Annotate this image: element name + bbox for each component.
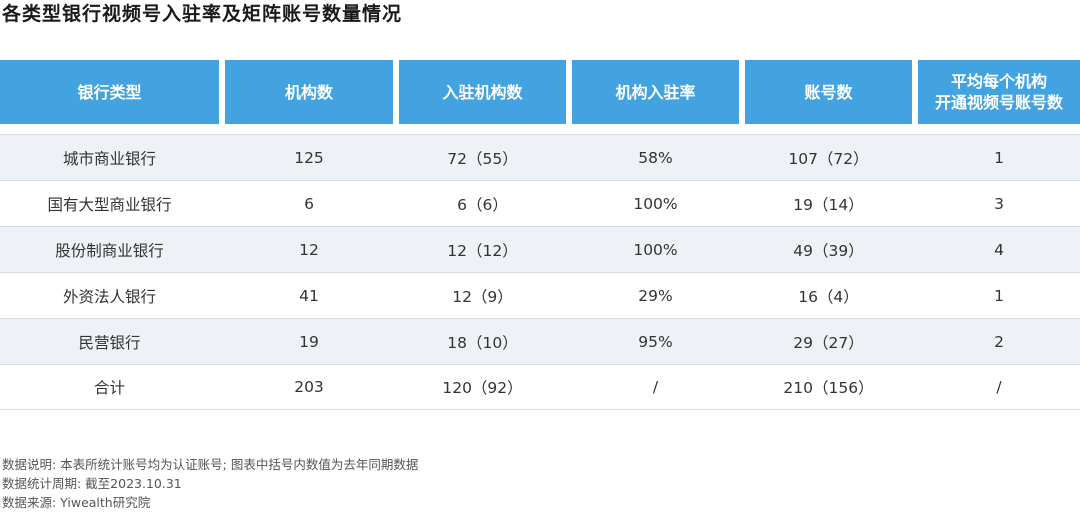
- cell-avg-accounts: /: [996, 378, 1002, 396]
- cell-account-count: 19（14）: [793, 195, 864, 214]
- table-total-row: 合计 203 120（92） / 210（156） /: [0, 364, 1080, 410]
- cell-join-rate: 58%: [638, 148, 673, 167]
- table-row: 外资法人银行 41 12（9） 29% 16（4） 1: [0, 272, 1080, 318]
- cell-avg-accounts: 1: [994, 148, 1004, 167]
- cell-bank-type: 民营银行: [78, 333, 141, 352]
- cell-join-rate: 95%: [638, 332, 673, 351]
- table-row: 股份制商业银行 12 12（12） 100% 49（39） 4: [0, 226, 1080, 272]
- cell-account-count: 29（27）: [793, 333, 864, 352]
- cell-join-rate: 100%: [633, 194, 678, 213]
- cell-account-count: 107（72）: [788, 149, 869, 168]
- cell-avg-accounts: 4: [994, 240, 1004, 259]
- cell-institution-count: 203: [294, 378, 324, 396]
- footnotes: 数据说明: 本表所统计账号均为认证账号; 图表中括号内数值为去年同期数据 数据统…: [2, 455, 418, 512]
- cell-joined-count: 12（12）: [447, 241, 518, 260]
- cell-avg-accounts: 3: [994, 194, 1004, 213]
- note-data-description: 数据说明: 本表所统计账号均为认证账号; 图表中括号内数值为去年同期数据: [2, 457, 419, 472]
- cell-institution-count: 41: [299, 286, 319, 305]
- cell-avg-accounts: 2: [994, 332, 1004, 351]
- cell-institution-count: 19: [299, 332, 319, 351]
- table-row: 国有大型商业银行 6 6（6） 100% 19（14） 3: [0, 180, 1080, 226]
- table-row: 城市商业银行 125 72（55） 58% 107（72） 1: [0, 134, 1080, 180]
- cell-bank-type: 合计: [93, 379, 125, 397]
- data-table: 银行类型 机构数 入驻机构数 机构入驻率 账号数 平均每个机构 开通视频号账号数…: [0, 60, 1080, 410]
- cell-joined-count: 6（6）: [457, 195, 508, 214]
- header-institution-count: 机构数: [225, 60, 393, 124]
- cell-bank-type: 城市商业银行: [62, 149, 156, 168]
- header-join-rate: 机构入驻率: [572, 60, 739, 124]
- note-statistics-period: 数据统计周期: 截至2023.10.31: [2, 476, 182, 491]
- cell-account-count: 210（156）: [783, 379, 874, 397]
- note-data-source: 数据来源: Yiwealth研究院: [2, 495, 151, 510]
- table-row: 民营银行 19 18（10） 95% 29（27） 2: [0, 318, 1080, 364]
- cell-joined-count: 120（92）: [442, 379, 523, 397]
- header-bank-type: 银行类型: [0, 60, 219, 124]
- cell-institution-count: 6: [304, 194, 314, 213]
- header-joined-count: 入驻机构数: [399, 60, 566, 124]
- cell-joined-count: 18（10）: [447, 333, 518, 352]
- cell-bank-type: 外资法人银行: [62, 287, 156, 306]
- header-avg-accounts: 平均每个机构 开通视频号账号数: [918, 60, 1080, 124]
- page-title: 各类型银行视频号入驻率及矩阵账号数量情况: [2, 3, 403, 25]
- cell-joined-count: 12（9）: [452, 287, 513, 306]
- cell-institution-count: 12: [299, 240, 319, 259]
- cell-join-rate: /: [652, 378, 659, 396]
- header-account-count: 账号数: [745, 60, 912, 124]
- cell-bank-type: 股份制商业银行: [55, 241, 164, 260]
- table-body: 城市商业银行 125 72（55） 58% 107（72） 1 国有大型商业银行…: [0, 134, 1080, 410]
- cell-bank-type: 国有大型商业银行: [47, 195, 172, 214]
- cell-account-count: 16（4）: [798, 287, 859, 306]
- cell-avg-accounts: 1: [994, 286, 1004, 305]
- table-header-row: 银行类型 机构数 入驻机构数 机构入驻率 账号数 平均每个机构 开通视频号账号数: [0, 60, 1080, 124]
- cell-account-count: 49（39）: [793, 241, 864, 260]
- cell-institution-count: 125: [294, 148, 324, 167]
- cell-joined-count: 72（55）: [447, 149, 518, 168]
- cell-join-rate: 29%: [638, 286, 673, 305]
- cell-join-rate: 100%: [633, 240, 678, 259]
